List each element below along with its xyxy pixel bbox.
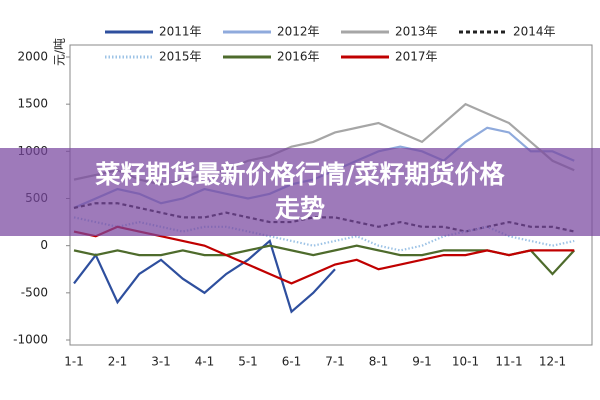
x-tick-label: 8-1 [369,355,389,369]
y-tick-label: -500 [21,285,48,299]
x-tick-label: 3-1 [151,355,171,369]
x-tick-label: 11-1 [495,355,522,369]
legend-label: 2017年 [395,50,438,64]
y-tick-label: 0 [40,238,48,252]
x-tick-label: 12-1 [539,355,566,369]
banner: 菜籽期货最新价格行情/菜籽期货价格走势 [0,148,600,236]
x-tick-label: 2-1 [108,355,128,369]
y-tick-label: -1000 [13,333,48,347]
y-tick-label: 1500 [17,97,48,111]
x-tick-label: 10-1 [452,355,479,369]
x-tick-label: 5-1 [238,355,258,369]
legend-label: 2014年 [513,25,556,39]
series-line [73,239,336,314]
x-tick-label: 6-1 [282,355,302,369]
x-tick-label: 9-1 [412,355,432,369]
banner-text: 菜籽期货最新价格行情/菜籽期货价格走势 [95,160,505,223]
legend-label: 2013年 [395,25,438,39]
x-tick-label: 4-1 [195,355,215,369]
y-axis-label: 元/吨 [53,38,67,66]
legend-label: 2015年 [159,50,202,64]
x-tick-label: 1-1 [64,355,84,369]
y-tick-label: 2000 [17,50,48,64]
legend-label: 2011年 [159,25,202,39]
legend-label: 2016年 [277,50,320,64]
x-tick-label: 7-1 [325,355,345,369]
legend-label: 2012年 [277,25,320,39]
